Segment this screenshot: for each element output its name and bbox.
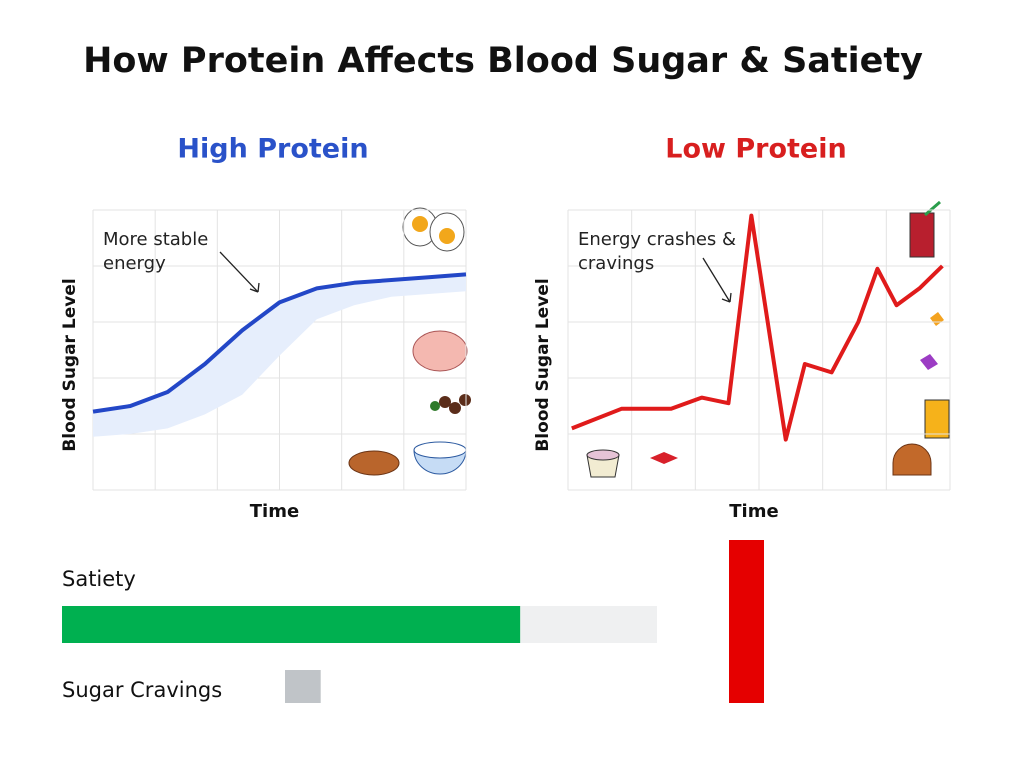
data-line <box>571 213 944 442</box>
annotation-arrow <box>219 251 259 293</box>
annotation-arrow <box>702 257 731 303</box>
x-axis-label: Time <box>250 501 299 522</box>
bar <box>729 540 764 703</box>
annotation-arrowhead <box>721 292 732 303</box>
x-axis-label: Time <box>729 501 778 522</box>
bar-label: Sugar Cravings <box>62 678 222 702</box>
food-icons <box>348 200 950 478</box>
chart-title: Low Protein <box>665 134 846 165</box>
range-band <box>93 274 466 437</box>
page-title: How Protein Affects Blood Sugar & Satiet… <box>83 41 923 81</box>
annotation: More stable energy <box>103 229 209 274</box>
bar <box>285 670 321 703</box>
annotation-text: Energy crashes & cravings <box>578 229 737 274</box>
chart-title: High Protein <box>177 134 368 165</box>
y-axis-label: Blood Sugar Level <box>60 278 80 451</box>
annotation-text: More stable energy <box>103 229 209 274</box>
annotation: Energy crashes & cravings <box>578 229 737 274</box>
y-axis-label: Blood Sugar Level <box>533 278 553 451</box>
data-line <box>92 272 467 414</box>
bar-label: Satiety <box>62 567 136 591</box>
annotation-arrowhead <box>249 282 260 293</box>
bar <box>62 606 521 643</box>
